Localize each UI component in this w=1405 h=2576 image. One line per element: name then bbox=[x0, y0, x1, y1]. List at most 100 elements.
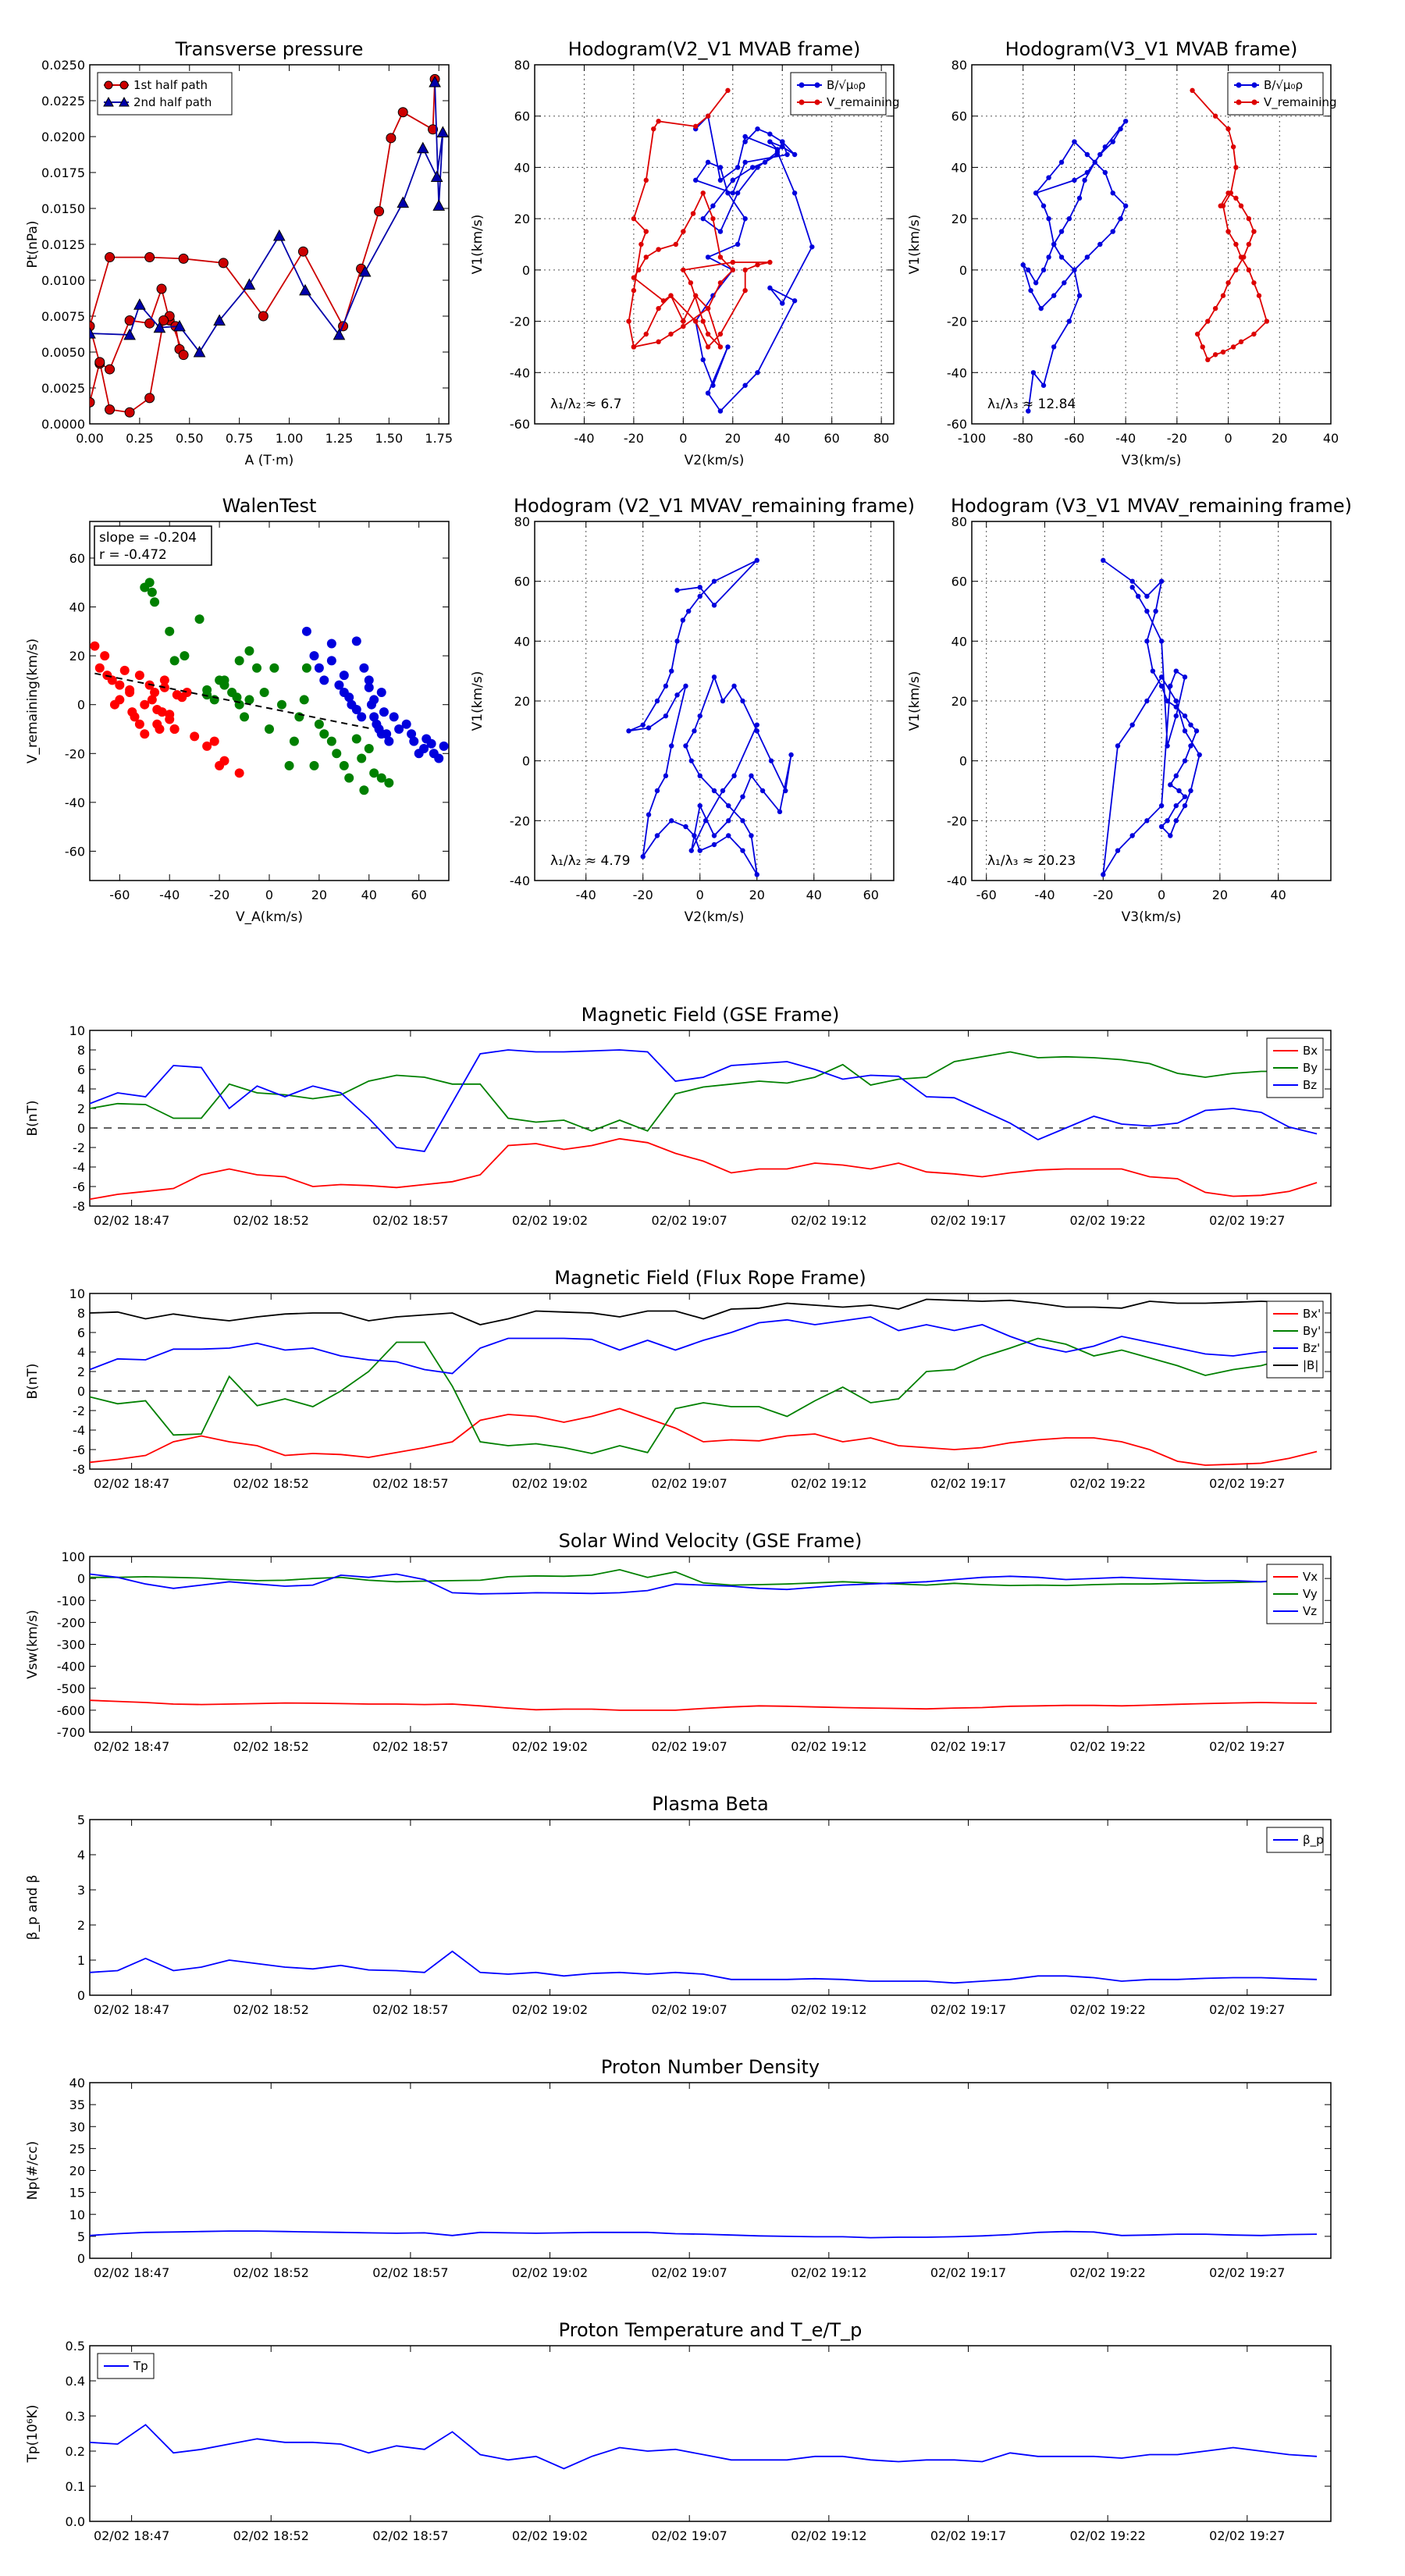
x-tick-label: 02/02 19:17 bbox=[930, 1739, 1006, 1754]
scatter-point bbox=[339, 671, 349, 681]
data-point bbox=[1233, 165, 1239, 170]
data-point bbox=[717, 254, 724, 260]
ratio-annotation: λ₁/λ₃ ≈ 20.23 bbox=[987, 853, 1076, 869]
x-axis-label: A (T·m) bbox=[245, 453, 294, 468]
data-point bbox=[1115, 848, 1121, 853]
x-tick-label: 02/02 18:52 bbox=[233, 1213, 309, 1228]
chart-vsw: 02/02 18:47 02/02 18:52 02/02 18:57 02/02 1… bbox=[25, 1530, 1332, 1754]
scatter-point bbox=[202, 741, 212, 751]
scatter-point bbox=[364, 744, 374, 754]
x-tick-label: 02/02 19:22 bbox=[1070, 1476, 1146, 1491]
x-tick-label: 02/02 19:17 bbox=[930, 1213, 1006, 1228]
x-tick-label: 02/02 19:17 bbox=[930, 1476, 1006, 1491]
data-point bbox=[105, 364, 116, 375]
x-tick-label: -60 bbox=[109, 888, 130, 902]
scatter-point bbox=[359, 663, 369, 673]
scatter-point bbox=[309, 651, 319, 661]
y-tick-label: 3 bbox=[77, 1883, 85, 1898]
y-tick-label: 0.0175 bbox=[41, 165, 85, 180]
data-point bbox=[1225, 126, 1231, 132]
legend-label: Vx bbox=[1303, 1570, 1318, 1584]
data-point bbox=[755, 165, 760, 170]
data-point bbox=[1129, 833, 1135, 838]
data-point bbox=[299, 283, 311, 296]
stats-box bbox=[94, 525, 212, 566]
legend-box bbox=[790, 72, 887, 116]
chart-hodo-mvab-v2v1: -40 -20 0 20 40 60 80 -60 -40 -20 0 20 40 60 80 Hodogra… bbox=[470, 38, 900, 468]
data-point bbox=[626, 318, 631, 324]
data-point bbox=[397, 107, 408, 118]
series-line-3 bbox=[90, 1298, 1318, 1325]
x-tick-label: 02/02 18:57 bbox=[372, 2265, 448, 2280]
data-point bbox=[218, 258, 229, 269]
scatter-point bbox=[140, 699, 150, 710]
data-point bbox=[742, 139, 748, 144]
legend-label: Tp bbox=[133, 2359, 148, 2373]
y-tick-label: -2 bbox=[73, 1140, 85, 1155]
x-tick-label: 02/02 19:27 bbox=[1209, 1476, 1285, 1491]
x-tick-label: 02/02 19:02 bbox=[512, 2002, 588, 2017]
data-point bbox=[788, 752, 794, 758]
data-point bbox=[749, 165, 756, 170]
y-tick-label: -6 bbox=[73, 1443, 85, 1457]
data-point bbox=[685, 608, 692, 614]
data-point bbox=[705, 344, 711, 350]
axes-frame bbox=[89, 2345, 1332, 2522]
y-axis-label: β_p and β bbox=[25, 1875, 41, 1941]
y-tick-label: 20 bbox=[951, 694, 967, 709]
data-point bbox=[663, 683, 669, 689]
data-point bbox=[725, 190, 731, 196]
y-tick-label: 5 bbox=[77, 2229, 85, 2244]
y-tick-label: 0 bbox=[522, 754, 530, 769]
data-point bbox=[700, 318, 706, 324]
data-point bbox=[1197, 752, 1202, 758]
y-tick-label: 0.0050 bbox=[41, 345, 85, 360]
legend-marker bbox=[104, 80, 113, 90]
data-point bbox=[1212, 113, 1218, 119]
legend-marker bbox=[1236, 99, 1242, 105]
data-point bbox=[1033, 190, 1039, 196]
data-point bbox=[780, 144, 785, 150]
y-tick-label: 0 bbox=[77, 1121, 85, 1136]
axes-frame bbox=[971, 64, 1332, 425]
data-point bbox=[700, 215, 706, 222]
scatter-point bbox=[119, 665, 130, 675]
scatter-point bbox=[319, 675, 329, 685]
data-point bbox=[643, 229, 649, 234]
data-point bbox=[124, 407, 135, 418]
scatter-point bbox=[334, 680, 344, 690]
data-point bbox=[374, 206, 385, 217]
series-line-1 bbox=[90, 1337, 1318, 1454]
data-point bbox=[636, 267, 642, 273]
scatter-point bbox=[125, 685, 135, 695]
y-tick-label: 0.0000 bbox=[41, 417, 85, 432]
data-point bbox=[693, 318, 699, 324]
data-point bbox=[1190, 87, 1195, 94]
data-point bbox=[674, 639, 680, 644]
data-point bbox=[681, 323, 686, 329]
x-tick-label: -40 bbox=[1034, 888, 1055, 902]
data-point bbox=[1097, 241, 1103, 247]
data-point bbox=[717, 331, 724, 337]
data-point bbox=[697, 848, 702, 853]
chart-title: Magnetic Field (Flux Rope Frame) bbox=[554, 1267, 866, 1289]
data-point bbox=[178, 253, 189, 264]
data-point bbox=[1158, 824, 1165, 830]
x-tick-label: 02/02 19:17 bbox=[930, 2528, 1006, 2543]
data-point bbox=[705, 390, 711, 396]
x-tick-label: 02/02 19:22 bbox=[1070, 2528, 1146, 2543]
y-tick-label: 2 bbox=[77, 1918, 85, 1933]
data-point bbox=[681, 318, 686, 324]
x-tick-label: 0 bbox=[679, 431, 687, 446]
y-tick-label: 0.0075 bbox=[41, 309, 85, 324]
x-tick-label: -40 bbox=[574, 431, 594, 446]
data-point bbox=[711, 788, 717, 794]
data-point bbox=[1182, 728, 1188, 734]
y-tick-label: 20 bbox=[951, 212, 967, 226]
scatter-point bbox=[234, 656, 244, 666]
data-point bbox=[656, 339, 661, 345]
y-tick-label: 4 bbox=[77, 1082, 85, 1097]
data-point bbox=[1205, 357, 1211, 363]
data-point bbox=[656, 119, 661, 124]
